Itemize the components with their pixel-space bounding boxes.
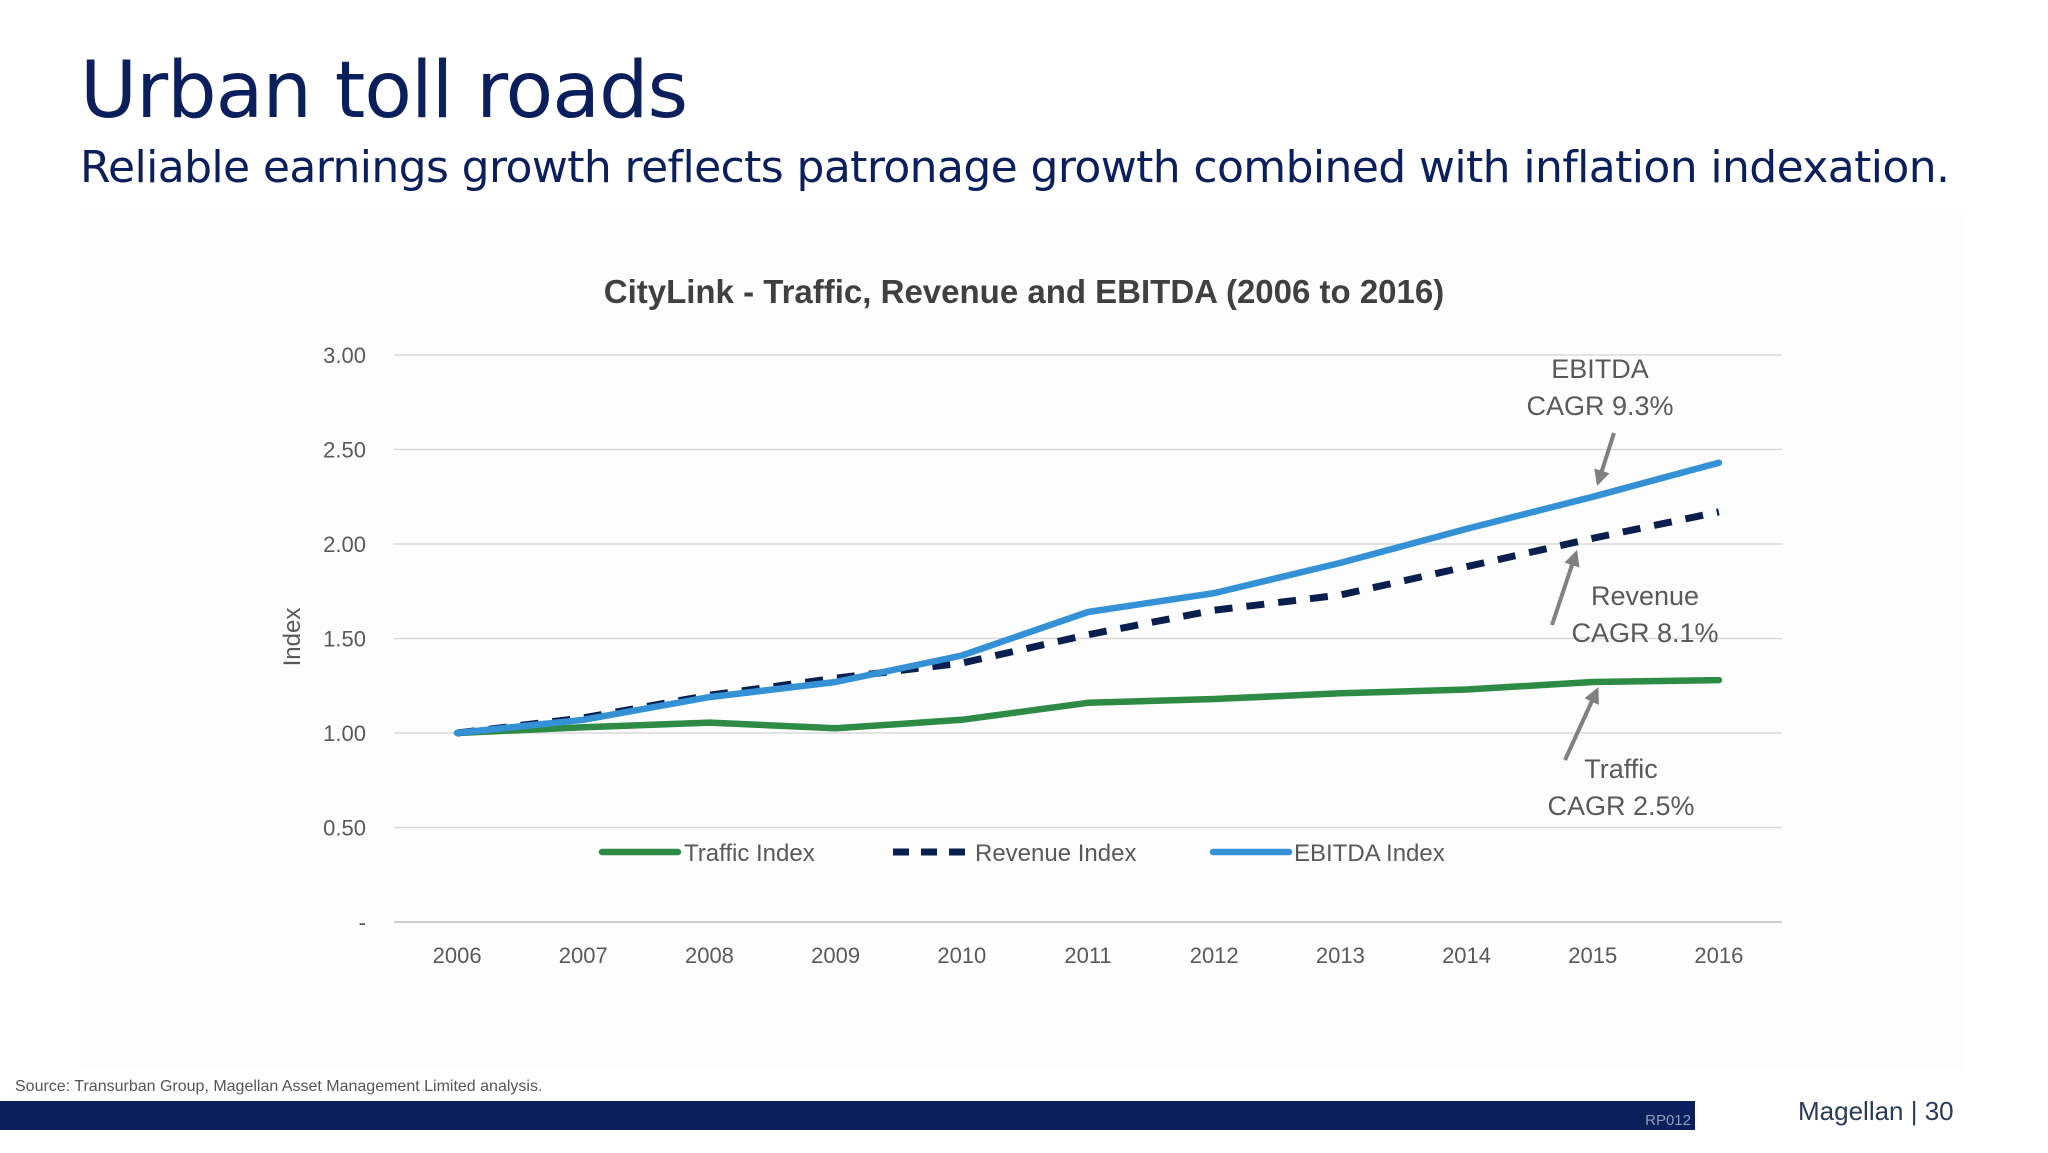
footer-brand: Magellan | 30: [1798, 1096, 1954, 1126]
y-tick-label: 0.50: [323, 816, 366, 841]
series-lines: [453, 459, 1723, 737]
series-line-traffic-index: [453, 676, 1723, 737]
series-line-ebitda-index: [453, 459, 1723, 737]
annotation-label: Revenue: [1591, 581, 1699, 611]
y-tick-label: 1.00: [323, 721, 366, 746]
x-tick-label: 2014: [1442, 943, 1491, 968]
gridlines: [394, 354, 1782, 923]
chart-legend: Traffic Index Revenue Index EBITDA Index: [598, 840, 1445, 867]
chart-panel: [80, 215, 1965, 1070]
legend-label: Traffic Index: [684, 840, 815, 867]
x-axis-ticks: 2006 2007 2008 2009 2010 2011 2012 2013 2014 2015…: [433, 943, 1744, 968]
y-tick-label: 1.50: [323, 627, 366, 652]
annotation-label: Traffic: [1584, 754, 1658, 784]
x-tick-label: 2012: [1190, 943, 1239, 968]
y-tick-label: 2.50: [323, 438, 366, 463]
y-tick-label: 3.00: [323, 343, 366, 368]
cagr-annotations: EBITDA CAGR 9.3% Revenue CAGR 8.1% Traffic CA…: [1526, 354, 1718, 821]
x-tick-label: 2015: [1568, 943, 1617, 968]
annotation-arrow: [1550, 549, 1580, 626]
slide-title: Urban toll roads: [80, 46, 688, 136]
chart-title: CityLink - Traffic, Revenue and EBITDA (…: [604, 273, 1445, 310]
annotation-value: CAGR 8.1%: [1571, 618, 1718, 648]
legend-label: Revenue Index: [975, 840, 1136, 867]
footer-code: RP012: [1645, 1112, 1691, 1129]
x-tick-label: 2008: [685, 943, 734, 968]
annotation-arrow: [1594, 432, 1616, 487]
x-tick-label: 2006: [433, 943, 482, 968]
source-note: Source: Transurban Group, Magellan Asset…: [15, 1078, 543, 1095]
y-tick-label: 2.00: [323, 532, 366, 557]
annotation-value: CAGR 9.3%: [1526, 391, 1673, 421]
y-axis-ticks: - 0.50 1.00 1.50 2.00 2.50 3.00: [323, 343, 366, 935]
annotation-arrow: [1563, 687, 1599, 761]
x-tick-label: 2016: [1694, 943, 1743, 968]
legend-label: EBITDA Index: [1294, 840, 1445, 867]
annotation-value: CAGR 2.5%: [1547, 791, 1694, 821]
x-tick-label: 2013: [1316, 943, 1365, 968]
series-line-revenue-index: [456, 508, 1720, 737]
x-tick-label: 2010: [937, 943, 986, 968]
footer-bar: RP012: [0, 1101, 1695, 1130]
x-tick-label: 2007: [559, 943, 608, 968]
x-tick-label: 2011: [1064, 943, 1111, 968]
slide-subtitle: Reliable earnings growth reflects patron…: [80, 142, 1950, 193]
annotation-label: EBITDA: [1551, 354, 1649, 384]
x-tick-label: 2009: [811, 943, 860, 968]
y-tick-label: -: [359, 910, 366, 935]
y-axis-label: Index: [279, 608, 306, 667]
